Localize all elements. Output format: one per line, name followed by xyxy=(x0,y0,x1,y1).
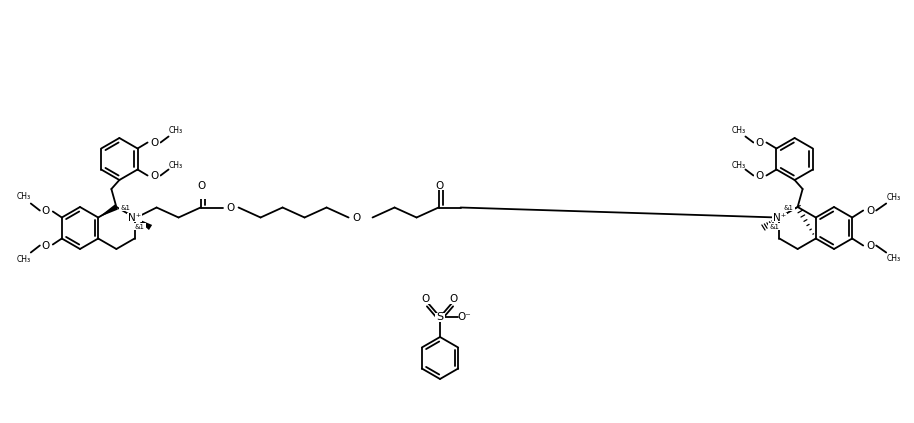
Text: O⁻: O⁻ xyxy=(457,312,471,322)
Text: CH₃: CH₃ xyxy=(887,254,901,263)
Text: CH₃: CH₃ xyxy=(168,161,183,170)
Text: O: O xyxy=(197,181,206,190)
Bar xyxy=(769,223,781,230)
Text: O: O xyxy=(151,137,159,148)
Bar xyxy=(150,171,160,180)
Text: CH₃: CH₃ xyxy=(168,126,183,135)
Bar xyxy=(127,213,142,222)
Text: N⁺: N⁺ xyxy=(773,212,786,222)
Bar xyxy=(459,313,469,321)
Bar xyxy=(866,206,876,215)
Bar xyxy=(196,190,206,200)
Text: CH₃: CH₃ xyxy=(887,193,901,202)
Text: CH₃: CH₃ xyxy=(16,192,31,201)
Text: O: O xyxy=(42,206,50,215)
Bar xyxy=(772,213,787,222)
Bar xyxy=(120,204,132,212)
Bar xyxy=(435,313,445,321)
Text: N⁺: N⁺ xyxy=(128,212,141,222)
Bar xyxy=(421,294,431,303)
Text: O: O xyxy=(422,294,430,304)
Text: O: O xyxy=(755,170,763,181)
Text: O: O xyxy=(353,212,361,222)
Text: &1: &1 xyxy=(770,223,780,230)
Bar xyxy=(41,241,51,250)
Bar xyxy=(226,203,236,212)
Text: CH₃: CH₃ xyxy=(731,126,746,135)
Bar xyxy=(41,206,51,215)
Text: &1: &1 xyxy=(134,223,144,230)
Bar xyxy=(754,171,764,180)
Text: O: O xyxy=(866,206,875,215)
Text: O: O xyxy=(450,294,458,304)
Bar xyxy=(754,138,764,147)
Polygon shape xyxy=(98,204,118,217)
Bar xyxy=(133,223,145,230)
Bar xyxy=(449,294,459,303)
Text: O: O xyxy=(435,181,443,190)
Text: O: O xyxy=(151,170,159,181)
Bar xyxy=(866,241,876,250)
Bar xyxy=(197,181,207,190)
Text: O: O xyxy=(42,241,50,250)
Bar xyxy=(352,212,362,222)
Bar xyxy=(434,181,444,190)
Text: O: O xyxy=(227,203,235,212)
Text: CH₃: CH₃ xyxy=(731,161,746,170)
Text: S: S xyxy=(437,312,443,322)
Polygon shape xyxy=(134,217,152,230)
Text: &1: &1 xyxy=(783,205,793,211)
Bar xyxy=(782,204,794,212)
Text: &1: &1 xyxy=(121,205,131,211)
Text: O: O xyxy=(755,137,763,148)
Text: O: O xyxy=(866,241,875,250)
Bar xyxy=(150,138,160,147)
Text: CH₃: CH₃ xyxy=(16,255,31,264)
